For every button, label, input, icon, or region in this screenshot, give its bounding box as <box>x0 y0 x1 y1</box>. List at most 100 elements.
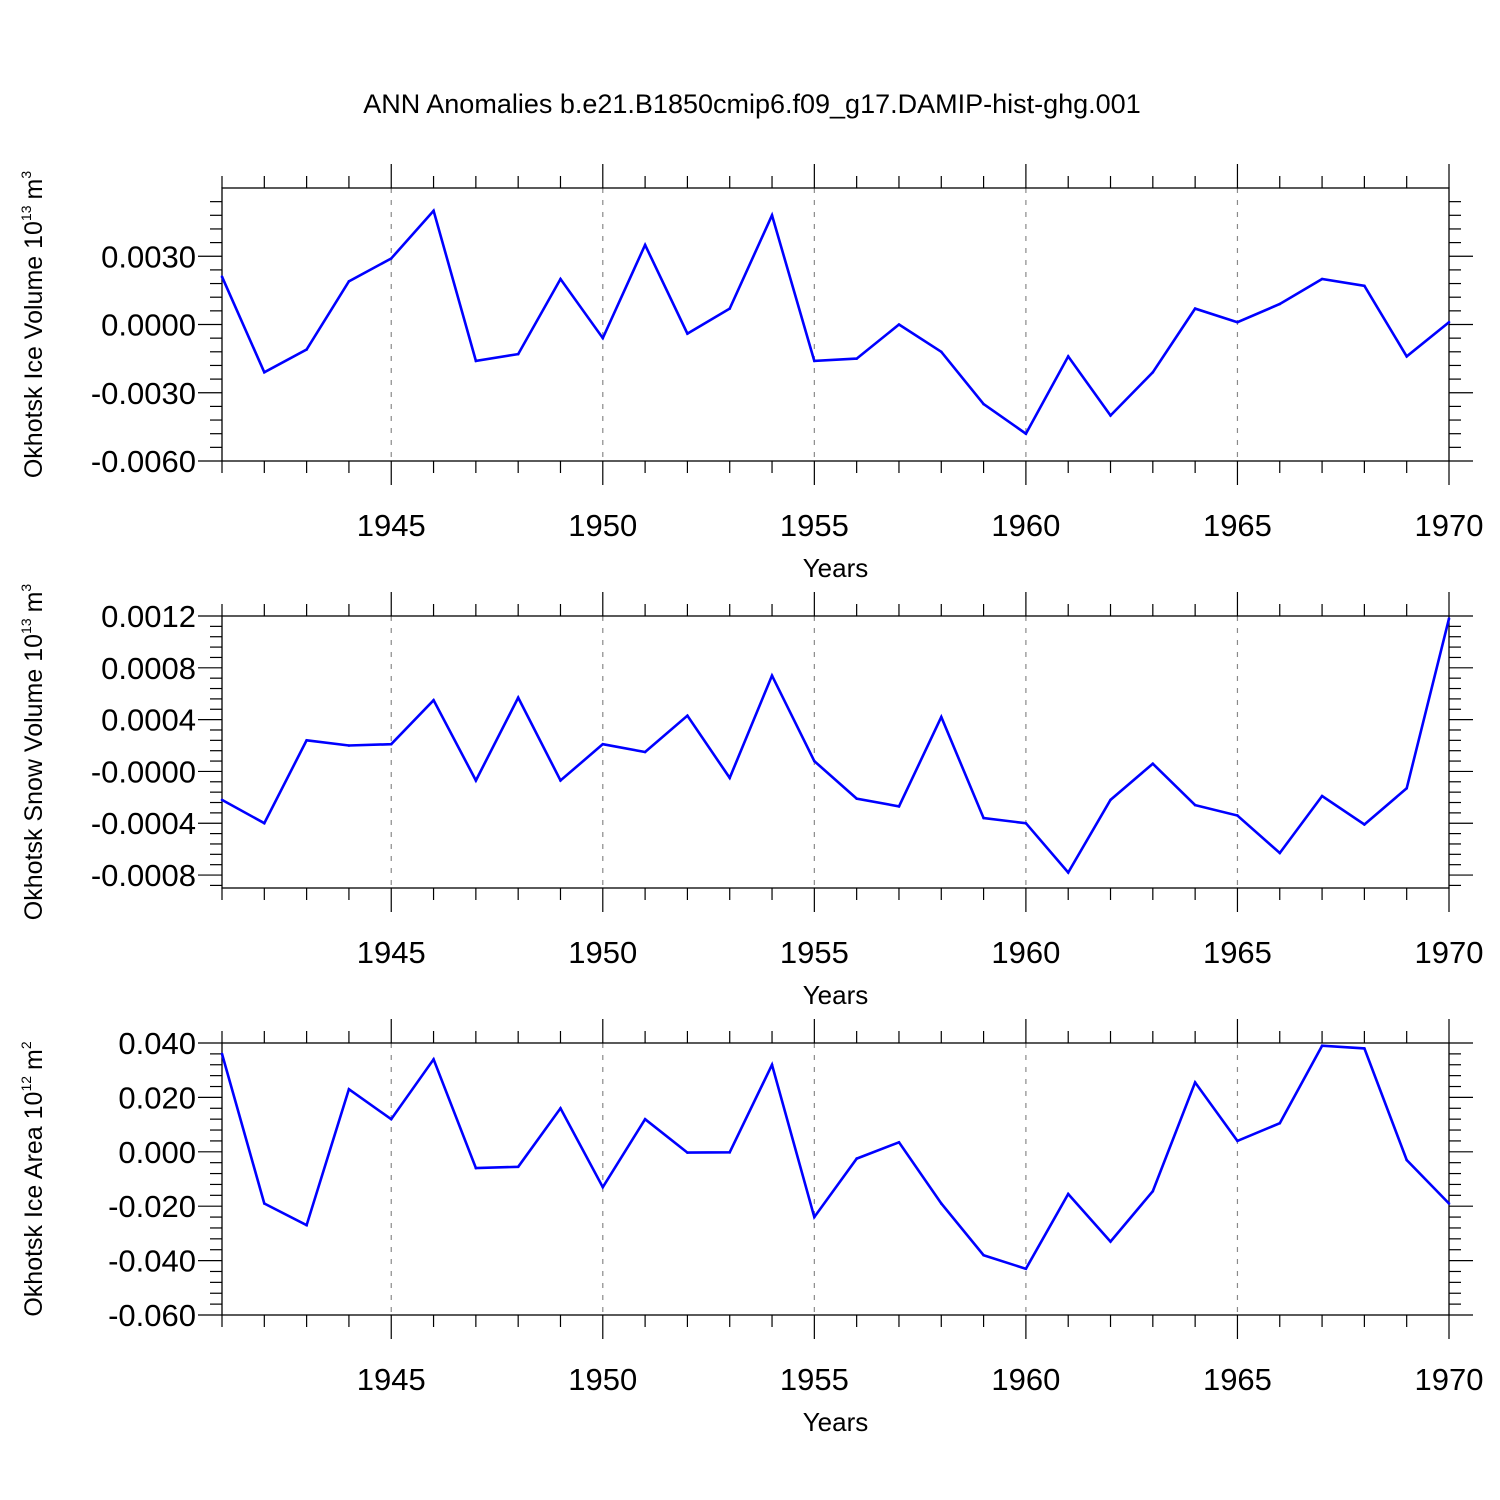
data-point <box>1024 1267 1028 1271</box>
data-point <box>1278 851 1282 855</box>
x-tick-label: 1960 <box>991 1362 1060 1397</box>
data-point <box>1151 1189 1155 1193</box>
y-axis-label-text: Okhotsk Snow Volume 10 <box>20 634 48 920</box>
data-point <box>474 779 478 782</box>
data-point <box>897 805 901 808</box>
data-point <box>897 1140 901 1144</box>
y-axis-label-exponent: 12 <box>18 1076 34 1092</box>
data-point <box>1320 794 1324 798</box>
data-point <box>220 798 224 802</box>
y-tick-label: 0.040 <box>118 1026 196 1061</box>
series-line <box>221 618 1451 875</box>
data-point <box>1066 871 1070 874</box>
data-point <box>855 1157 858 1160</box>
data-point <box>474 359 478 363</box>
y-tick-label: -0.0000 <box>91 754 196 789</box>
y-axis-label-exponent: 13 <box>18 618 34 634</box>
data-point <box>432 1058 435 1061</box>
data-point <box>601 742 605 746</box>
x-tick-label: 1945 <box>357 508 426 543</box>
x-axis-label: Years <box>803 1407 869 1437</box>
data-point <box>389 1117 393 1121</box>
data-point <box>1236 320 1239 324</box>
data-point <box>559 277 562 281</box>
data-point <box>982 1253 985 1257</box>
data-point <box>813 1215 816 1219</box>
figure-title: ANN Anomalies b.e21.B1850cmip6.f09_g17.D… <box>363 89 1140 119</box>
y-axis-label-unit: m <box>20 179 48 200</box>
y-axis-label-text: Okhotsk Ice Area 10 <box>20 1092 48 1317</box>
y-tick-label: 0.000 <box>118 1135 196 1170</box>
x-tick-label: 1960 <box>991 508 1060 543</box>
data-point <box>1236 1139 1239 1143</box>
data-point <box>1405 1158 1408 1162</box>
plot-frame <box>221 615 1450 889</box>
x-axis-label: Years <box>803 980 869 1010</box>
data-point <box>347 1087 351 1091</box>
y-tick-label: -0.0004 <box>91 806 196 841</box>
x-tick-label: 1945 <box>357 935 426 970</box>
data-point <box>516 352 520 356</box>
data-point <box>1363 1047 1366 1050</box>
data-point <box>263 1202 266 1205</box>
data-point <box>559 1106 562 1110</box>
data-point <box>305 739 308 742</box>
data-point <box>1109 1240 1112 1243</box>
data-point <box>1405 786 1408 790</box>
data-point <box>1024 821 1028 825</box>
y-tick-label: 0.020 <box>118 1080 196 1115</box>
data-point <box>855 357 858 360</box>
data-point <box>1024 432 1028 436</box>
data-point <box>728 307 732 310</box>
y-tick-label: -0.0060 <box>91 444 196 479</box>
y-axis-label-exponent: 13 <box>18 205 34 221</box>
series-line <box>220 208 1450 436</box>
x-tick-label: 1965 <box>1203 1362 1272 1397</box>
panel-1: 0.0030 0.0000 -0.0030 -0.0060 1945 1950 1955 19… <box>18 164 1483 583</box>
data-point <box>855 797 858 800</box>
y-tick-label: 0.0012 <box>101 599 196 634</box>
data-point <box>1405 355 1408 358</box>
data-point <box>982 402 985 406</box>
data-point <box>939 1202 943 1205</box>
panels: 0.0030 0.0000 -0.0030 -0.0060 1945 1950 1955 19… <box>18 164 1483 1437</box>
data-point <box>305 348 308 351</box>
data-point <box>601 336 605 340</box>
data-point <box>347 744 351 747</box>
data-point <box>643 1117 647 1121</box>
data-point <box>686 332 689 335</box>
x-axis-label: Years <box>803 553 869 583</box>
y-axis-label-unit: m <box>20 592 48 613</box>
x-tick-label: 1950 <box>568 1362 637 1397</box>
y-axis-label-unit: m <box>20 1049 48 1070</box>
data-point <box>1320 1044 1324 1048</box>
data-point <box>1109 414 1112 417</box>
data-point <box>1151 370 1155 374</box>
y-tick-label: 0.0008 <box>101 651 196 686</box>
x-tick-label: 1950 <box>568 508 637 543</box>
data-point <box>770 1063 774 1067</box>
data-point <box>643 243 647 247</box>
series-line <box>220 1044 1450 1271</box>
x-tick-label: 1970 <box>1415 935 1484 970</box>
x-tick-label: 1950 <box>568 935 637 970</box>
data-point <box>770 214 774 217</box>
x-tick-label: 1965 <box>1203 935 1272 970</box>
data-point <box>1066 355 1070 358</box>
data-point <box>939 715 943 719</box>
data-point <box>1193 1081 1197 1084</box>
y-tick-label: 0.0030 <box>101 239 196 274</box>
data-point <box>474 1166 478 1170</box>
data-point <box>1363 284 1366 288</box>
data-point <box>1278 302 1282 306</box>
x-tick-label: 1955 <box>780 1362 849 1397</box>
data-point <box>1066 1192 1070 1196</box>
data-point <box>389 742 393 746</box>
data-point <box>601 1185 605 1189</box>
data-point <box>559 779 562 782</box>
data-point <box>1236 814 1239 817</box>
data-point <box>389 257 393 260</box>
data-point <box>432 209 435 213</box>
